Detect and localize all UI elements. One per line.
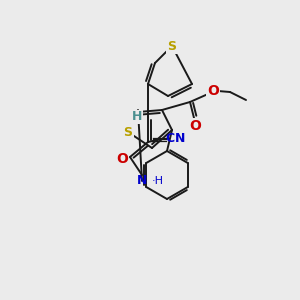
- Text: C: C: [165, 133, 175, 146]
- Text: O: O: [189, 119, 201, 133]
- Text: ·H: ·H: [152, 176, 164, 186]
- Text: O: O: [207, 84, 219, 98]
- Text: O: O: [116, 152, 128, 166]
- Text: N: N: [175, 133, 185, 146]
- Text: H: H: [132, 110, 142, 124]
- Text: S: S: [124, 125, 133, 139]
- Text: S: S: [167, 40, 176, 52]
- Text: N: N: [137, 175, 147, 188]
